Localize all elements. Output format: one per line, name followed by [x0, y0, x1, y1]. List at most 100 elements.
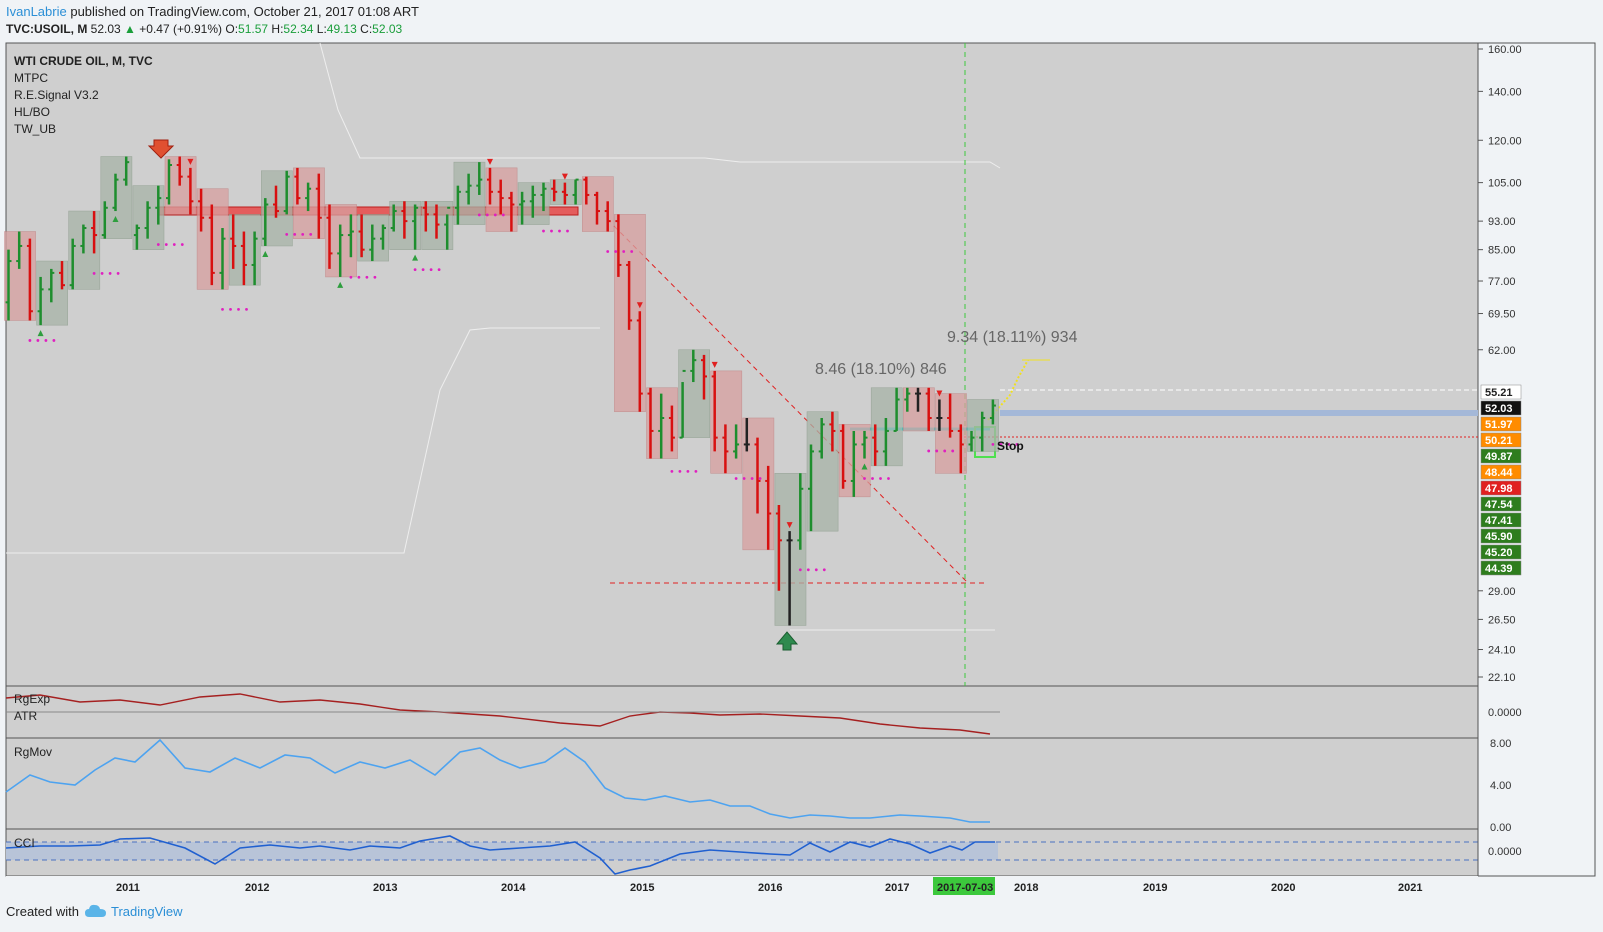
- symbol-info: TVC:USOIL, M 52.03 ▲ +0.47 (+0.91%) O:51…: [6, 22, 402, 36]
- rgmov-pane[interactable]: [5, 737, 1479, 830]
- symbol-label: TVC:USOIL, M: [6, 22, 88, 36]
- signal-dot: [694, 470, 698, 473]
- down-triangle-icon: [487, 158, 493, 165]
- cci-tick-label: 0.0000: [1488, 846, 1522, 858]
- signal-dot: [1007, 443, 1011, 446]
- price-flag: [1480, 400, 1522, 416]
- signal-dot: [437, 268, 441, 272]
- signal-dot: [108, 272, 112, 275]
- price-flag: [1480, 528, 1522, 544]
- main-pane[interactable]: [5, 42, 1479, 687]
- signal-dot: [798, 568, 802, 572]
- signal-dot: [164, 243, 168, 246]
- signal-dot: [485, 213, 489, 217]
- rgexp-tick-label: 0.0000: [1488, 707, 1522, 719]
- price-tick-label: 105.00: [1488, 178, 1522, 190]
- price-flag-label: 47.41: [1485, 515, 1513, 527]
- signal-dot: [28, 339, 32, 342]
- signal-markers: [28, 158, 1019, 572]
- signal-dot: [156, 243, 160, 246]
- cci-line: [5, 835, 995, 875]
- signal-dot: [879, 477, 882, 480]
- signal-dot: [116, 272, 120, 275]
- rgexp-title: RgExp: [14, 692, 50, 706]
- up-triangle-icon: [861, 463, 868, 470]
- created-with-text: Created with: [6, 904, 79, 919]
- price-flag-label: 45.20: [1485, 547, 1513, 559]
- signal-dot: [686, 470, 690, 473]
- up-triangle-icon: [112, 216, 119, 223]
- signal-dot: [421, 268, 425, 272]
- signal-dot: [245, 307, 248, 311]
- signal-dot: [413, 268, 417, 272]
- price-flag: [1480, 416, 1522, 432]
- ohlc-bars: [5, 156, 996, 626]
- signal-dot: [309, 232, 313, 236]
- signal-dot: [229, 307, 232, 311]
- time-tick-label: 2017: [885, 882, 909, 894]
- publisher-link[interactable]: IvanLabrie: [6, 4, 67, 19]
- stop-label: Stop: [997, 439, 1024, 453]
- signal-dot: [92, 272, 96, 275]
- up-triangle-icon: [337, 281, 344, 288]
- legend-item: HL/BO: [14, 105, 50, 119]
- price-tick-label: 29.00: [1488, 586, 1516, 598]
- current-date-marker: [933, 877, 995, 895]
- price-flag: [1480, 384, 1522, 400]
- time-axis[interactable]: [6, 876, 1478, 898]
- signal-dot: [806, 568, 810, 572]
- time-tick-label: 2015: [630, 882, 654, 894]
- price-tick-label: 77.00: [1488, 276, 1516, 288]
- price-tick-label: 160.00: [1488, 44, 1522, 56]
- sell-signal-icon: [147, 139, 175, 159]
- price-flag-label: 45.90: [1485, 531, 1513, 543]
- signal-dot: [935, 449, 939, 453]
- signal-dot: [501, 213, 505, 217]
- level-52-band: [1000, 410, 1478, 416]
- price-flag: [1480, 512, 1522, 528]
- signal-dot: [429, 268, 433, 272]
- cci-title: CCI: [14, 836, 35, 850]
- change-value: +0.47 (+0.91%): [139, 22, 223, 36]
- signal-dot: [100, 272, 104, 275]
- rgexp-line: [5, 693, 991, 735]
- signal-dot: [558, 229, 561, 233]
- price-flag-label: 50.21: [1485, 435, 1513, 447]
- time-tick-label: 2014: [501, 882, 526, 894]
- signal-dot: [822, 568, 826, 572]
- price-flag: [1480, 496, 1522, 512]
- low-label: L:: [316, 22, 327, 36]
- tradingview-link[interactable]: TradingView: [110, 904, 183, 919]
- lower-envelope: [6, 327, 600, 554]
- published-text: published on TradingView.com, October 21…: [70, 4, 419, 19]
- price-flag-label: 48.44: [1485, 467, 1513, 479]
- signal-dot: [814, 568, 818, 572]
- legend-item: R.E.Signal V3.2: [14, 88, 99, 102]
- down-triangle-icon: [936, 390, 943, 397]
- price-flag-label: 51.97: [1485, 419, 1513, 431]
- upper-envelope: [319, 42, 1001, 169]
- time-tick-label: 2011: [116, 882, 140, 894]
- price-tick-label: 22.10: [1488, 672, 1516, 684]
- signal-dot: [871, 477, 874, 480]
- signal-dot: [36, 339, 40, 342]
- signal-dot: [172, 243, 176, 246]
- price-tick-label: 93.00: [1488, 216, 1516, 228]
- price-tick-label: 120.00: [1488, 135, 1522, 147]
- time-tick-label: 2019: [1143, 882, 1167, 894]
- price-flag-label: 47.98: [1485, 483, 1513, 495]
- price-tick-label: 26.50: [1488, 614, 1516, 626]
- up-triangle-icon: [412, 254, 419, 261]
- time-tick-label: 2018: [1014, 882, 1038, 894]
- signal-dot: [52, 339, 56, 342]
- signal-dot: [550, 229, 553, 233]
- signal-dot: [678, 470, 682, 473]
- rgmov-tick-label: 8.00: [1490, 738, 1511, 750]
- signal-dot: [887, 477, 890, 480]
- signal-dot: [734, 477, 738, 480]
- price-tick-label: 24.10: [1488, 645, 1516, 657]
- open-label: O:: [225, 22, 239, 36]
- signal-dot: [951, 449, 955, 453]
- signal-dot: [622, 250, 626, 253]
